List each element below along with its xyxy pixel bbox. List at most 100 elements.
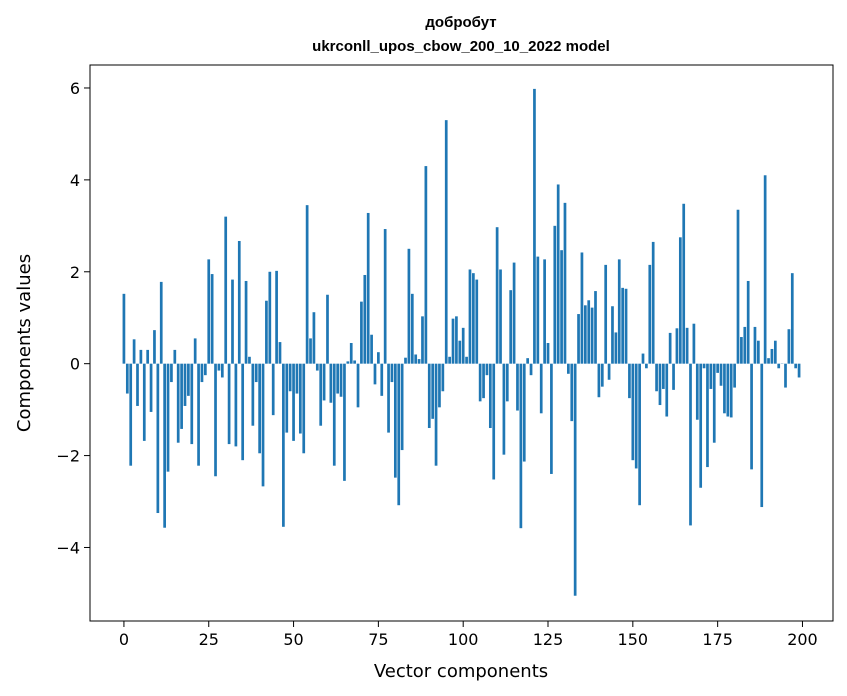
- bar-28: [217, 363, 221, 371]
- bar-22: [197, 363, 200, 466]
- bar-173: [709, 363, 713, 389]
- bar-85: [410, 293, 414, 364]
- bar-50: [292, 363, 295, 441]
- bar-99: [458, 340, 462, 364]
- bar-10: [156, 363, 160, 514]
- bar-136: [583, 305, 587, 364]
- bar-61: [329, 363, 333, 403]
- bar-114: [509, 290, 513, 364]
- y-tick-label: 4: [70, 171, 80, 190]
- bar-33: [234, 363, 238, 447]
- bar-29: [220, 363, 224, 378]
- bar-124: [543, 259, 546, 364]
- bar-37: [248, 356, 251, 364]
- bar-79: [390, 363, 394, 383]
- bar-68: [353, 360, 356, 364]
- bar-92: [434, 363, 438, 466]
- bar-102: [468, 269, 472, 364]
- bar-133: [573, 363, 577, 596]
- bar-35: [241, 363, 245, 461]
- bar-171: [702, 363, 706, 369]
- bar-191: [770, 348, 774, 364]
- bar-105: [478, 363, 482, 402]
- bar-153: [641, 353, 645, 364]
- bar-128: [556, 184, 560, 364]
- bar-134: [577, 314, 580, 364]
- bar-69: [356, 363, 360, 408]
- bar-143: [607, 363, 611, 380]
- bar-162: [672, 363, 675, 390]
- bar-93: [438, 363, 441, 408]
- bar-46: [278, 342, 282, 364]
- bar-49: [288, 363, 292, 392]
- bar-108: [488, 363, 492, 429]
- bar-39: [254, 363, 258, 383]
- bar-168: [692, 323, 696, 364]
- bar-178: [726, 363, 730, 417]
- bar-107: [485, 363, 489, 376]
- x-tick-label: 150: [618, 630, 649, 649]
- bar-196: [787, 329, 791, 364]
- y-tick-label: 6: [70, 79, 80, 98]
- bar-62: [332, 363, 336, 466]
- bar-126: [550, 363, 553, 474]
- bar-75: [377, 352, 380, 364]
- bar-186: [753, 326, 757, 364]
- bar-189: [763, 175, 767, 364]
- bar-148: [624, 288, 628, 364]
- bar-70: [360, 301, 363, 364]
- bar-16: [176, 363, 180, 443]
- bar-165: [682, 203, 686, 364]
- x-tick-label: 0: [119, 630, 129, 649]
- chart-title-line-2: ukrconll_upos_cbow_200_10_2022 model: [312, 38, 610, 55]
- bar-36: [244, 280, 248, 364]
- bar-140: [597, 363, 601, 398]
- bar-142: [604, 264, 608, 364]
- bar-131: [567, 363, 570, 374]
- bar-54: [305, 205, 309, 364]
- bar-98: [455, 316, 458, 364]
- bar-177: [723, 363, 726, 414]
- bar-172: [706, 363, 709, 468]
- bar-55: [309, 338, 312, 364]
- bar-180: [733, 363, 736, 388]
- chart-title-line-1: добробут: [425, 14, 496, 31]
- bar-164: [678, 237, 682, 364]
- bar-110: [495, 227, 499, 364]
- bar-87: [417, 359, 421, 364]
- bar-34: [237, 240, 241, 364]
- bar-130: [563, 202, 567, 364]
- bar-38: [251, 363, 255, 426]
- bar-167: [689, 363, 692, 526]
- bar-129: [560, 250, 563, 364]
- bar-73: [370, 334, 373, 364]
- plot-frame: [89, 64, 834, 622]
- bar-157: [655, 363, 658, 392]
- bar-25: [207, 259, 211, 364]
- bar-6: [142, 363, 146, 441]
- bar-72: [366, 212, 370, 364]
- bar-160: [665, 363, 669, 417]
- bar-190: [767, 358, 770, 364]
- bar-9: [153, 330, 156, 364]
- bar-120: [529, 363, 533, 376]
- bar-122: [536, 256, 540, 364]
- bar-89: [424, 166, 428, 364]
- bar-51: [295, 363, 299, 394]
- bar-145: [614, 332, 618, 364]
- bar-192: [773, 340, 777, 364]
- x-tick-label: 100: [448, 630, 479, 649]
- x-tick-label: 25: [199, 630, 219, 649]
- bar-179: [729, 363, 733, 418]
- bar-59: [322, 363, 326, 401]
- x-tick-label: 75: [368, 630, 388, 649]
- bar-147: [621, 287, 625, 364]
- bar-132: [570, 363, 574, 422]
- y-tick-label: 0: [70, 355, 80, 374]
- bar-96: [448, 356, 451, 364]
- bar-155: [648, 264, 652, 364]
- bar-17: [180, 363, 183, 429]
- bar-67: [349, 343, 353, 364]
- x-tick-label: 50: [283, 630, 303, 649]
- bar-197: [790, 273, 794, 364]
